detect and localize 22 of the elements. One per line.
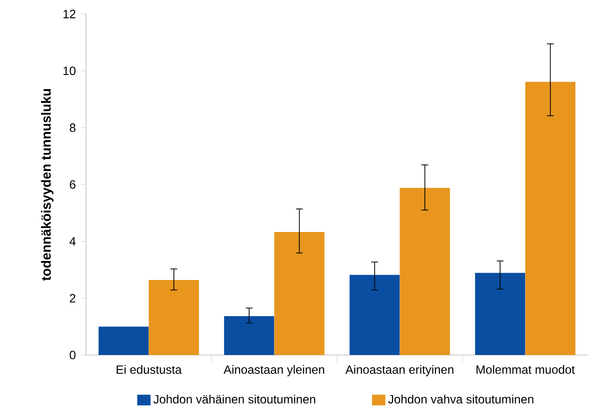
bar	[475, 272, 526, 355]
legend-label: Johdon vähäinen sitoutuminen	[153, 394, 316, 404]
bar	[274, 232, 324, 355]
bar	[224, 316, 274, 355]
y-tick-label: 10	[64, 66, 76, 76]
x-tick-label: Ei edustusta	[116, 365, 182, 374]
legend-label: Johdon vahva sitoutuminen	[388, 394, 534, 404]
bar	[525, 82, 576, 355]
x-tick-label: Ainoastaan erityinen	[345, 365, 454, 376]
y-tick-label: 8	[70, 123, 76, 132]
y-tick-label: 2	[70, 294, 76, 302]
y-tick-label: 4	[70, 237, 76, 246]
x-tick-label: Ainoastaan yleinen	[224, 365, 324, 376]
bar	[400, 188, 450, 355]
bar	[98, 326, 149, 355]
y-tick-label: 12	[64, 10, 76, 18]
bar	[350, 274, 400, 355]
bar	[148, 280, 199, 355]
y-axis-title: todennäköisyyden tunnusluku	[41, 89, 54, 281]
y-tick-label: 6	[70, 180, 76, 189]
y-tick-label: 0	[70, 350, 76, 360]
x-tick-label: Molemmat muodot	[476, 365, 575, 374]
